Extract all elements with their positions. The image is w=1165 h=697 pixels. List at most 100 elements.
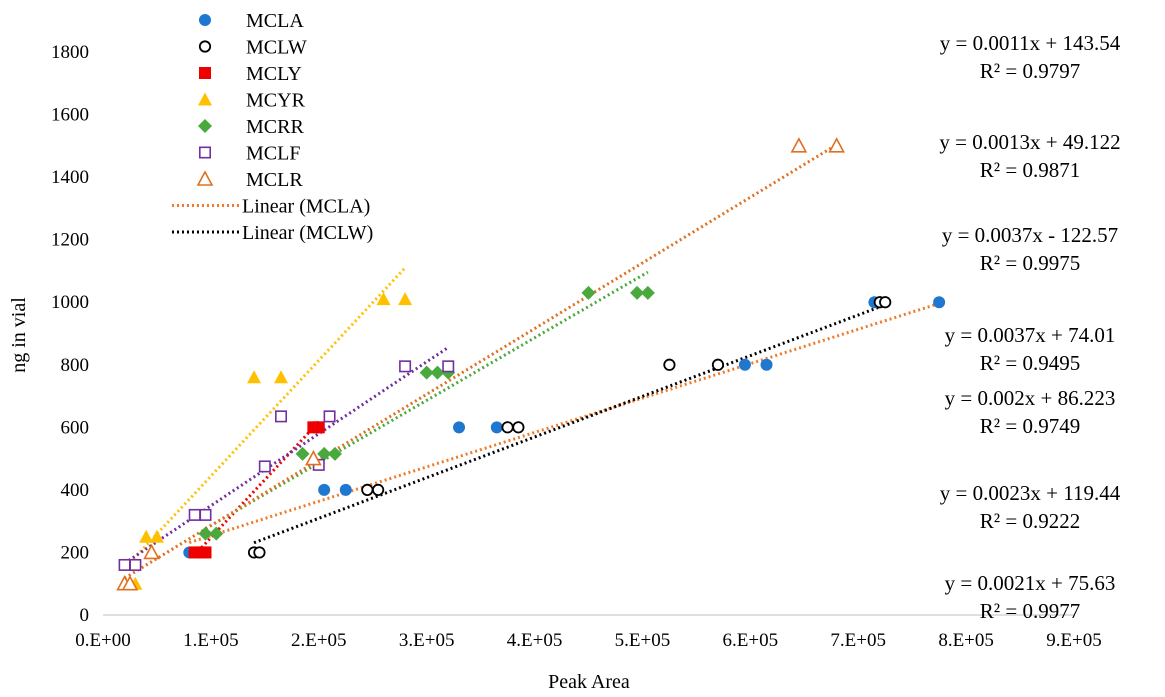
y-tick-label: 800 — [61, 355, 90, 376]
legend-marker-mcyr — [198, 92, 212, 106]
point-mcla — [738, 358, 751, 371]
point-mcyr — [149, 529, 164, 543]
point-mclf — [399, 360, 412, 373]
point-mcla — [490, 421, 503, 434]
point-mclr — [143, 543, 160, 560]
y-tick-label: 400 — [61, 480, 90, 501]
y-tick-label: 200 — [61, 542, 90, 563]
point-mclw — [663, 358, 676, 371]
point-mcrr — [419, 365, 434, 380]
point-mclw — [512, 421, 525, 434]
trendline-equation: y = 0.0037x - 122.57 — [942, 223, 1118, 247]
point-mclr — [828, 137, 845, 153]
point-mclw — [711, 358, 725, 371]
point-mcrr — [640, 285, 655, 300]
trendline — [188, 302, 940, 545]
trendline-r-squared: R² = 0.9749 — [980, 414, 1080, 438]
point-mclr — [790, 137, 808, 153]
point-mclw — [253, 546, 266, 559]
point-mcrr — [630, 285, 645, 300]
point-mcrr — [198, 526, 213, 541]
legend-label: MCLA — [246, 10, 304, 32]
legend-label: MCRR — [246, 116, 304, 138]
point-mclf — [258, 460, 271, 473]
trendline-r-squared: R² = 0.9797 — [980, 59, 1080, 83]
point-mcla — [318, 483, 331, 496]
legend-label: MCLY — [246, 63, 302, 85]
point-mclf — [129, 558, 142, 571]
trendline-equation: y = 0.0021x + 75.63 — [945, 571, 1116, 595]
point-mcrr — [581, 285, 596, 300]
legend-label: MCLR — [246, 169, 303, 191]
y-tick-label: 1000 — [51, 292, 89, 313]
point-mclf — [323, 410, 336, 423]
legend: MCLA MCLW MCLY MCYR MCRR MCLF MCLR Linear (MCLA… — [172, 10, 373, 244]
x-tick-label: 0.E+00 — [75, 630, 131, 651]
x-axis-title: Peak Area — [548, 671, 630, 693]
legend-marker-mclw — [198, 40, 212, 53]
x-tick-labels: 0.E+00 1.E+05 2.E+05 3.E+05 4.E+05 5.E+05 6.E+… — [75, 630, 1102, 651]
x-tick-label: 1.E+05 — [183, 630, 239, 651]
point-mcrr — [317, 446, 332, 461]
trendline — [204, 270, 649, 530]
x-tick-label: 3.E+05 — [399, 630, 455, 651]
legend-label: MCLF — [246, 143, 300, 165]
legend-label: MCLW — [246, 37, 307, 59]
point-mclw — [501, 421, 514, 434]
point-mclf — [199, 508, 212, 521]
legend-label: Linear (MCLW) — [242, 222, 373, 244]
y-tick-label: 1800 — [51, 42, 89, 63]
x-tick-label: 7.E+05 — [830, 630, 886, 651]
point-mcrr — [209, 526, 224, 541]
legend-marker-mcrr — [198, 119, 212, 133]
y-tick-label: 1400 — [51, 167, 89, 188]
y-tick-label: 600 — [61, 417, 90, 438]
x-tick-label: 8.E+05 — [938, 630, 994, 651]
point-mclf — [442, 360, 455, 373]
trendline-equation: y = 0.0037x + 74.01 — [945, 323, 1116, 347]
x-tick-label: 4.E+05 — [507, 630, 563, 651]
point-mclr — [305, 449, 322, 466]
y-tick-label: 0 — [80, 605, 90, 626]
trendline-r-squared: R² = 0.9975 — [980, 251, 1080, 275]
legend-label: Linear (MCLA) — [242, 196, 370, 218]
legend-label: MCYR — [246, 90, 306, 112]
point-mclf — [275, 410, 288, 423]
point-mcla — [339, 483, 352, 496]
trendline-equations: y = 0.0011x + 143.54 R² = 0.9797 y = 0.001… — [939, 31, 1120, 623]
point-mcrr — [295, 446, 310, 461]
point-mcla — [933, 296, 946, 309]
point-mcla — [453, 421, 466, 434]
point-mcla — [760, 358, 773, 371]
y-axis-title: ng in vial — [8, 297, 30, 373]
legend-marker-mclr — [196, 170, 214, 186]
trendline-r-squared: R² = 0.9222 — [980, 509, 1080, 533]
trendline-r-squared: R² = 0.9977 — [980, 599, 1080, 623]
x-tick-label: 9.E+05 — [1046, 630, 1102, 651]
point-mcrr — [327, 446, 342, 461]
point-mclr — [121, 575, 139, 591]
trendline — [253, 303, 886, 545]
point-mcyr — [247, 370, 262, 384]
point-mclf — [118, 558, 131, 571]
x-tick-label: 2.E+05 — [291, 630, 347, 651]
trendline-equation: y = 0.002x + 86.223 — [945, 386, 1116, 410]
point-mcyr — [398, 292, 413, 306]
point-mcyr — [376, 292, 391, 306]
point-mclw — [879, 296, 892, 309]
y-tick-label: 1600 — [51, 105, 89, 126]
trendline — [128, 266, 407, 564]
trendline-equation: y = 0.0011x + 143.54 — [940, 31, 1121, 55]
trendline-equation: y = 0.0023x + 119.44 — [940, 481, 1121, 505]
x-tick-label: 5.E+05 — [615, 630, 671, 651]
y-tick-label: 1200 — [51, 230, 89, 251]
trendline — [123, 143, 838, 580]
x-tick-label: 6.E+05 — [723, 630, 779, 651]
trendline-r-squared: R² = 0.9495 — [980, 351, 1080, 375]
trendlines — [123, 143, 940, 580]
legend-marker-mcla — [199, 14, 211, 26]
point-mcrr — [430, 365, 445, 380]
point-mcly — [199, 546, 212, 559]
data-points — [116, 137, 946, 591]
